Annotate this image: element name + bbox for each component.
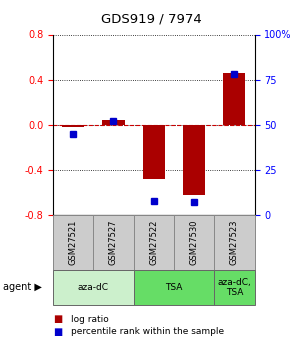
Text: GSM27521: GSM27521 bbox=[69, 220, 78, 265]
Bar bbox=[174, 215, 214, 270]
Bar bbox=[134, 270, 214, 305]
Bar bbox=[62, 125, 84, 127]
Text: percentile rank within the sample: percentile rank within the sample bbox=[71, 327, 224, 336]
Text: GSM27523: GSM27523 bbox=[230, 220, 239, 265]
Text: aza-dC,
TSA: aza-dC, TSA bbox=[218, 278, 251, 297]
Text: ■: ■ bbox=[53, 314, 62, 324]
Bar bbox=[143, 125, 165, 179]
Bar bbox=[102, 120, 125, 125]
Text: ■: ■ bbox=[53, 327, 62, 337]
Bar bbox=[53, 270, 134, 305]
Text: agent ▶: agent ▶ bbox=[3, 283, 42, 293]
Bar bbox=[93, 215, 134, 270]
Text: GSM27527: GSM27527 bbox=[109, 220, 118, 265]
Bar bbox=[223, 73, 245, 125]
Text: TSA: TSA bbox=[165, 283, 183, 292]
Bar bbox=[134, 215, 174, 270]
Bar bbox=[214, 215, 255, 270]
Text: GDS919 / 7974: GDS919 / 7974 bbox=[101, 12, 202, 25]
Bar bbox=[183, 125, 205, 195]
Text: GSM27530: GSM27530 bbox=[190, 220, 198, 265]
Text: log ratio: log ratio bbox=[71, 315, 109, 324]
Text: aza-dC: aza-dC bbox=[78, 283, 109, 292]
Text: GSM27522: GSM27522 bbox=[149, 220, 158, 265]
Bar bbox=[214, 270, 255, 305]
Bar bbox=[53, 215, 93, 270]
